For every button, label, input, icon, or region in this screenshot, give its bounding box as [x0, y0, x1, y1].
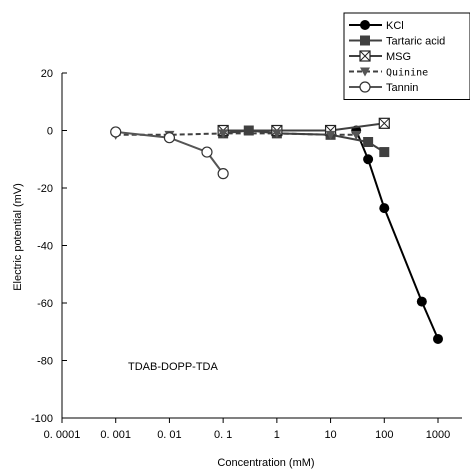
x-tick-label: 100 [375, 429, 393, 441]
data-point-kcl [363, 154, 374, 165]
legend-marker [360, 20, 370, 30]
series-line-tannin [115, 130, 224, 175]
x-tick-label: 0. 1 [214, 429, 232, 441]
data-point-quinine [351, 130, 362, 140]
data-point-msg [378, 117, 390, 129]
legend-item-tartaric-acid: Tartaric acid [349, 35, 445, 48]
legend-item-tannin: Tannin [349, 81, 418, 94]
y-tick-label: 0 [47, 126, 53, 138]
y-tick-label: -40 [37, 241, 53, 253]
y-tick-label: -100 [31, 413, 53, 425]
y-tick-label: -80 [37, 356, 53, 368]
series-line-msg [223, 122, 385, 132]
y-axis-label: Electric potential (mV) [12, 183, 24, 291]
x-tick-label: 1 [274, 429, 280, 441]
x-axis-label: Concentration (mM) [217, 457, 314, 469]
legend-label: Tannin [386, 82, 418, 94]
x-tick-label: 10 [324, 429, 336, 441]
legend-marker [360, 35, 370, 46]
legend-marker [359, 50, 371, 62]
x-tick-label: 1000 [426, 429, 450, 441]
data-point-tannin [201, 146, 213, 158]
legend-item-quinine: Quinine [349, 67, 428, 79]
data-point-kcl [433, 333, 443, 344]
series-line-quinine [115, 132, 357, 136]
y-tick-label: -60 [37, 298, 53, 310]
y-tick-label: 20 [41, 68, 53, 80]
data-point-kcl [416, 296, 427, 307]
legend-marker [359, 81, 371, 93]
data-series [110, 117, 443, 344]
x-tick-label: 0. 001 [100, 429, 131, 441]
x-tick-label: 0. 01 [157, 429, 181, 441]
chart-annotation: TDAB-DOPP-TDA [128, 361, 219, 373]
y-tick-label: -20 [37, 183, 53, 195]
data-point-tannin [217, 168, 229, 180]
series-tannin [110, 126, 229, 180]
x-tick-label: 0. 0001 [44, 429, 81, 441]
legend-label: Tartaric acid [386, 36, 445, 48]
data-point-quinine [271, 129, 282, 139]
legend-marker [360, 67, 370, 77]
legend-label: MSG [386, 51, 411, 63]
legend-item-kcl: KCl [349, 20, 404, 32]
data-point-kcl [379, 203, 390, 214]
legend-label: KCl [386, 20, 404, 32]
data-point-tartaric-acid [363, 137, 374, 147]
tick-labels: 20 0 -20 -40 -60 -80 -100 0. 0001 0. 001 0. 01 0. … [31, 68, 450, 441]
data-point-quinine [218, 129, 229, 139]
data-point-quinine [325, 130, 336, 140]
legend: KCl Tartaric acid MSG Quinine Tannin [343, 12, 470, 100]
legend-label: Quinine [386, 68, 428, 79]
data-point-tannin [163, 132, 176, 144]
data-point-tannin [110, 126, 122, 138]
legend-item-msg: MSG [349, 50, 411, 63]
data-point-tartaric-acid [379, 147, 390, 158]
